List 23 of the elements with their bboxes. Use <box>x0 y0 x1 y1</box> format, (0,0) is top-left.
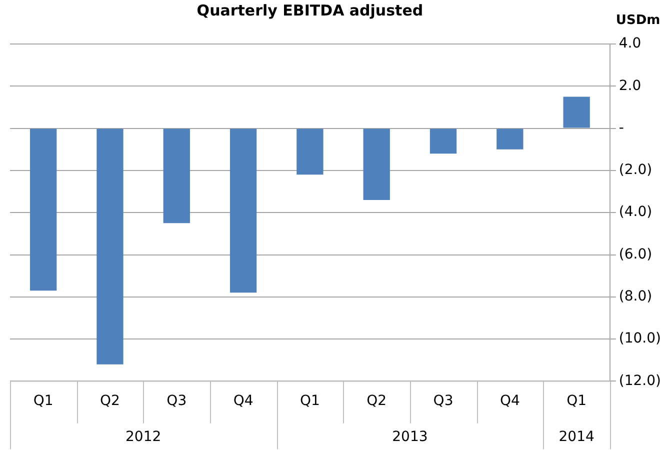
y-tick-label: (4.0) <box>618 204 652 220</box>
y-tick-label: (12.0) <box>618 372 662 389</box>
x-tick-label: Q2 <box>100 393 120 410</box>
x-tick-label: Q2 <box>366 393 387 410</box>
x-tick-label: Q1 <box>566 393 587 410</box>
x-tick-label: Q3 <box>166 393 187 410</box>
y-tick-label: (10.0) <box>618 330 662 347</box>
chart-title: Quarterly EBITDA adjusted <box>196 1 424 20</box>
x-tick-label: Q1 <box>300 393 320 410</box>
y-tick-label: (6.0) <box>618 246 652 262</box>
y-axis-title: USDm <box>616 12 660 28</box>
y-tick-label: (2.0) <box>618 162 652 178</box>
text: 2013 <box>392 428 428 445</box>
text: 2014 <box>558 428 594 445</box>
x-tick-label: Q4 <box>233 393 254 410</box>
y-tick-label: 4.0 <box>618 36 642 52</box>
x-tick-label: Q1 <box>33 393 54 410</box>
y-tick-label: 2.0 <box>618 78 642 94</box>
text: 2012 <box>125 428 162 445</box>
y-tick-label: - <box>618 120 624 136</box>
x-tick-label: Q4 <box>500 393 520 410</box>
y-tick-label: (8.0) <box>618 288 652 305</box>
x-tick-label: Q3 <box>433 393 454 410</box>
